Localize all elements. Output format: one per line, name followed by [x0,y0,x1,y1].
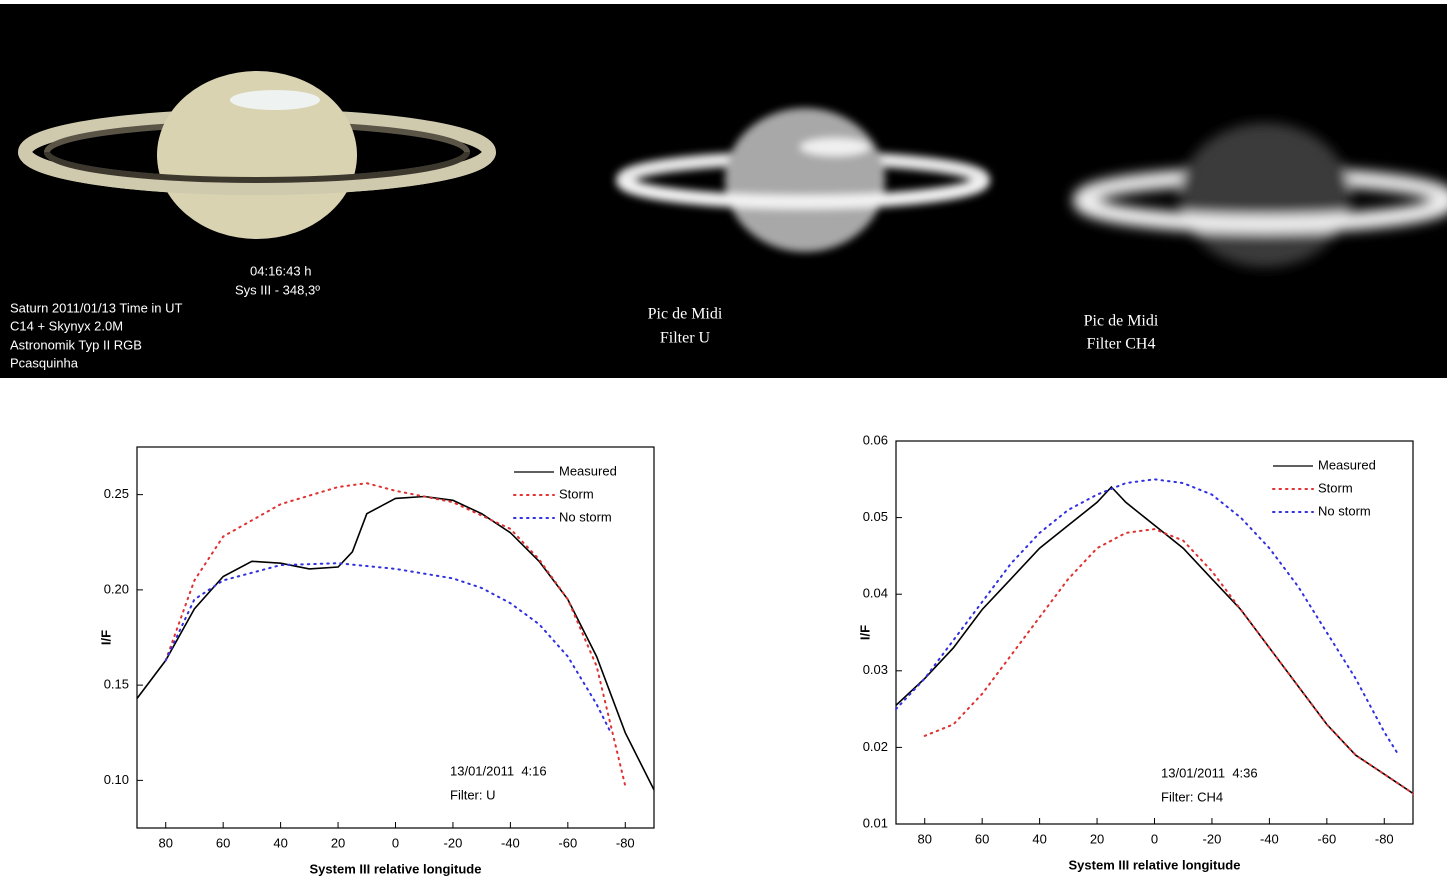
caption: Pcasquinha [10,355,79,370]
x-axis-label: System III relative longitude [310,861,482,876]
series-line [137,497,654,790]
x-tick-label: 80 [158,835,172,850]
y-tick-label: 0.20 [104,581,129,596]
caption: Saturn 2011/01/13 Time in UT [10,300,183,315]
caption: Pic de Midi [648,306,723,323]
x-tick-label: -20 [1203,831,1222,846]
y-tick-label: 0.01 [863,815,888,830]
caption: Astronomik Typ II RGB [10,337,142,352]
x-tick-label: 20 [1090,831,1104,846]
x-tick-label: 40 [273,835,287,850]
caption: Filter U [660,330,711,347]
series-line [166,483,626,786]
legend-label: Measured [559,463,617,478]
series-line [166,563,611,733]
legend-label: Storm [1318,480,1353,495]
annotation: 13/01/2011 4:36 [1161,765,1258,780]
legend-label: No storm [1318,503,1371,518]
y-tick-label: 0.06 [863,432,888,447]
x-tick-label: -60 [558,835,577,850]
x-tick-label: -60 [1317,831,1336,846]
legend-label: No storm [559,509,612,524]
x-axis-label: System III relative longitude [1069,857,1241,872]
x-tick-label: 40 [1032,831,1046,846]
x-tick-label: -80 [616,835,635,850]
annotation: Filter: CH4 [1161,789,1223,804]
figure: 04:16:43 h Sys III - 348,3º Saturn 2011/… [0,0,1447,884]
y-tick-label: 0.25 [104,486,129,501]
y-axis-label: I/F [98,630,113,645]
x-tick-label: 20 [331,835,345,850]
series-line [896,479,1399,755]
x-tick-label: -40 [501,835,520,850]
series-line [896,487,1413,793]
caption: C14 + Skynyx 2.0M [10,318,123,333]
x-tick-label: 80 [917,831,931,846]
series-line [925,529,1413,793]
caption: Pic de Midi [1084,313,1159,330]
plot-frame [137,447,654,828]
x-tick-label: 0 [392,835,399,850]
x-tick-label: -80 [1375,831,1394,846]
y-tick-label: 0.05 [863,509,888,524]
y-axis-label: I/F [857,625,872,640]
caption: Sys III - 348,3º [235,282,320,297]
x-tick-label: -40 [1260,831,1279,846]
annotation: Filter: U [450,787,496,802]
y-tick-label: 0.03 [863,662,888,677]
y-tick-label: 0.15 [104,677,129,692]
x-tick-label: 0 [1151,831,1158,846]
caption: Filter CH4 [1087,336,1156,353]
x-tick-label: 60 [216,835,230,850]
legend-label: Storm [559,486,594,501]
legend-label: Measured [1318,457,1376,472]
x-tick-label: -20 [444,835,463,850]
y-tick-label: 0.02 [863,739,888,754]
y-tick-label: 0.04 [863,586,888,601]
y-tick-label: 0.10 [104,772,129,787]
plot-frame [896,441,1413,824]
annotation: 13/01/2011 4:16 [450,763,547,778]
x-tick-label: 60 [975,831,989,846]
caption: 04:16:43 h [250,263,311,278]
